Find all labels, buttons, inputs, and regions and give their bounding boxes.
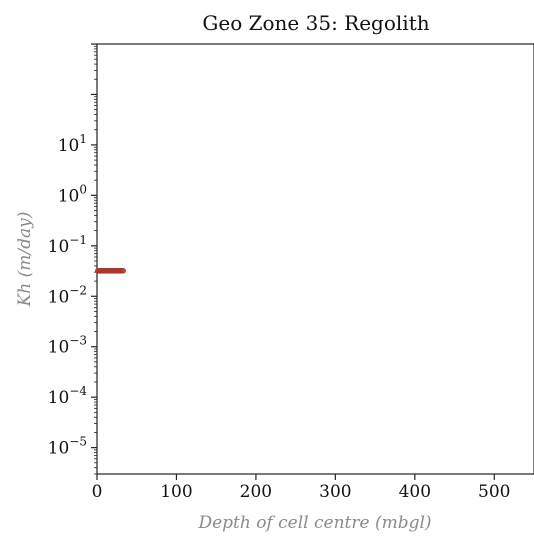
y-tick-exponent: −5 (69, 435, 87, 449)
y-tick-exponent: −3 (69, 334, 87, 348)
y-tick-exponent: −2 (69, 283, 87, 297)
x-tick-label: 0 (92, 482, 103, 502)
y-axis-label: Kh (m/day) (15, 212, 35, 308)
y-tick-label: 10−5 (48, 435, 87, 459)
chart-title: Geo Zone 35: Regolith (202, 11, 429, 35)
y-tick-base: 10 (48, 439, 70, 459)
x-axis: 0 100 200 300 400 500 (92, 474, 510, 502)
plot-area-frame (96, 43, 534, 475)
y-tick-exponent: 1 (79, 132, 87, 146)
y-tick-label: 10−2 (48, 283, 87, 307)
x-axis-label: Depth of cell centre (mbgl) (197, 513, 431, 533)
data-series (94, 267, 127, 274)
y-tick-exponent: −4 (69, 384, 87, 398)
y-tick-label: 10−1 (48, 233, 87, 257)
y-tick-base: 10 (48, 237, 70, 257)
y-tick-base: 10 (48, 338, 70, 358)
x-tick-label: 400 (399, 482, 431, 502)
y-tick-label: 10−3 (48, 334, 87, 358)
y-tick-base: 10 (48, 287, 70, 307)
y-tick-base: 10 (48, 388, 70, 408)
data-point (120, 267, 127, 274)
x-tick-label: 300 (319, 482, 351, 502)
y-tick-label: 100 (58, 182, 87, 206)
y-tick-exponent: −1 (69, 233, 87, 247)
y-tick-label: 101 (58, 132, 87, 156)
y-tick-label: 10−4 (48, 384, 88, 408)
y-tick-base: 10 (58, 136, 80, 156)
x-tick-label: 100 (160, 482, 192, 502)
y-tick-exponent: 0 (79, 182, 87, 196)
y-tick-base: 10 (58, 186, 80, 206)
x-tick-label: 200 (240, 482, 272, 502)
x-tick-label: 500 (478, 482, 510, 502)
